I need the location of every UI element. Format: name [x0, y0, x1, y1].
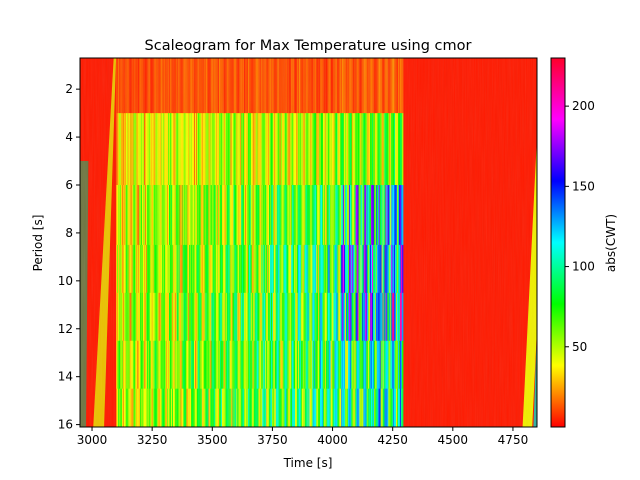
x-tick-label: 4500: [438, 433, 469, 447]
y-tick-label: 6: [65, 178, 73, 192]
y-tick-label: 10: [58, 274, 73, 288]
y-tick-label: 2: [65, 82, 73, 96]
heatmap-texture: [80, 58, 537, 427]
x-tick-label: 4750: [498, 433, 529, 447]
x-tick-label: 3750: [257, 433, 288, 447]
y-tick-label: 16: [58, 418, 73, 432]
colorbar-tick-label: 100: [572, 260, 595, 274]
colorbar-label: abs(CWT): [604, 214, 618, 272]
heatmap-plot-area: [80, 58, 537, 427]
x-tick-label: 3500: [197, 433, 228, 447]
y-axis-ticks: 2 4 6 8 10 12 14 16: [58, 82, 80, 432]
x-tick-label: 3250: [137, 433, 168, 447]
y-tick-label: 4: [65, 130, 73, 144]
x-axis-ticks: 3000 3250 3500 3750 4000 4250 4500 4750: [77, 427, 528, 447]
y-axis-label: Period [s]: [31, 215, 45, 272]
x-axis-label: Time [s]: [283, 456, 333, 470]
y-tick-label: 12: [58, 322, 73, 336]
chart-title: Scaleogram for Max Temperature using cmo…: [145, 38, 472, 54]
colorbar: [550, 57, 566, 428]
x-tick-label: 4250: [377, 433, 408, 447]
colorbar-ticks: 50 100 150 200: [565, 99, 595, 354]
plot-frame: [79, 57, 538, 428]
colorbar-tick-label: 150: [572, 179, 595, 193]
colorbar-tick-label: 200: [572, 99, 595, 113]
y-tick-label: 8: [65, 226, 73, 240]
x-tick-label: 4000: [317, 433, 348, 447]
x-tick-label: 3000: [77, 433, 108, 447]
y-tick-label: 14: [58, 370, 73, 384]
colorbar-tick-label: 50: [572, 340, 587, 354]
